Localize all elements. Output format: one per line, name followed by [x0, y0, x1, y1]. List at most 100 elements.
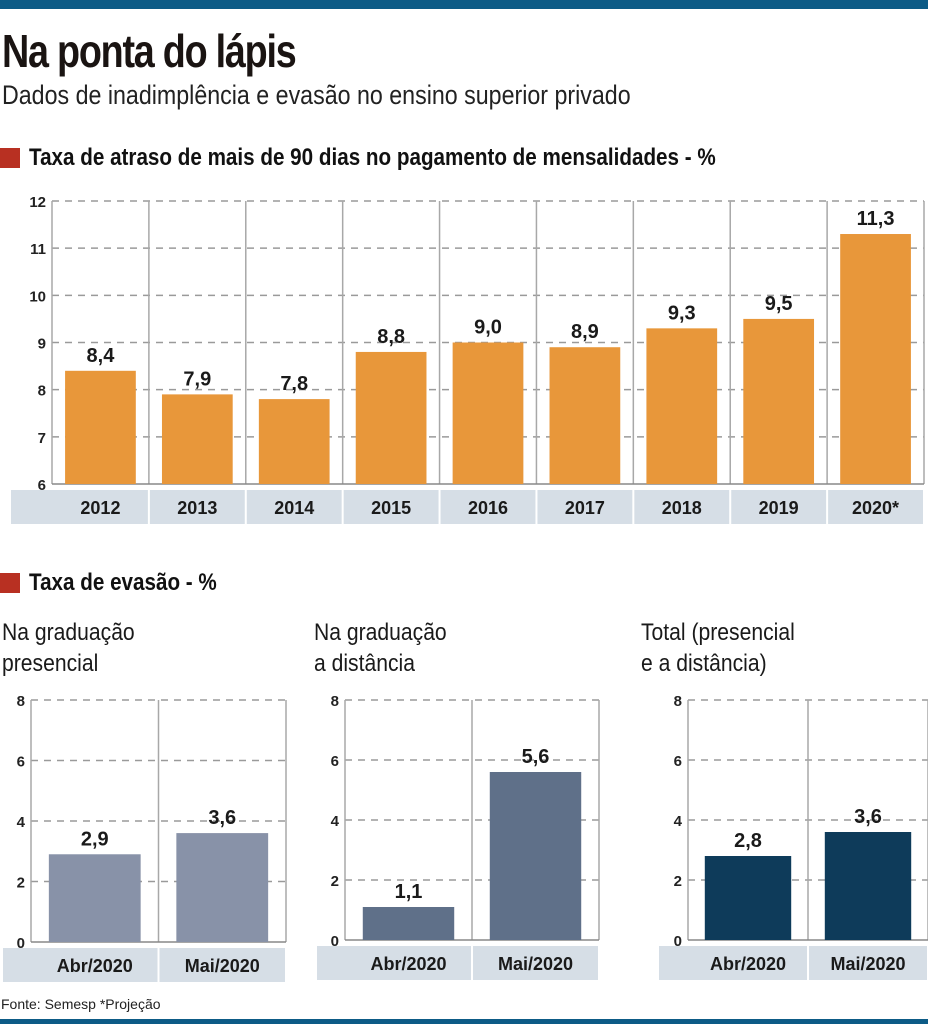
y-tick-label: 6	[674, 753, 682, 770]
y-tick-label: 0	[331, 933, 339, 950]
section-marker-icon	[0, 148, 20, 168]
y-tick-label: 7	[38, 430, 46, 447]
chart-total-title-line: e a distância)	[641, 650, 767, 677]
bar	[489, 772, 582, 940]
y-tick-label: 12	[29, 194, 46, 211]
x-tick-label: 2012	[80, 498, 120, 518]
chart-distancia-title-line: a distância	[314, 650, 415, 677]
x-tick-label: 2016	[468, 498, 508, 518]
x-tick-label: Mai/2020	[185, 956, 260, 976]
bar-value-label: 3,6	[854, 806, 882, 828]
bar	[743, 318, 815, 484]
section-heading-dropout-label: Taxa de evasão - %	[29, 569, 217, 596]
x-label-band	[159, 948, 285, 982]
y-tick-label: 10	[29, 288, 46, 305]
x-tick-label: 2015	[371, 498, 411, 518]
y-tick-label: 4	[331, 813, 340, 830]
y-tick-label: 6	[17, 754, 25, 771]
chart-total-title-line: Total (presencial	[641, 619, 795, 646]
x-label-band	[634, 490, 730, 524]
bar-value-label: 7,8	[280, 373, 308, 395]
bar-value-label: 8,9	[571, 321, 599, 343]
bar	[48, 854, 141, 942]
x-label-band	[3, 948, 158, 982]
dropout-distancia-chart: 0 2 4 6 8 Abr/2020 Mai/2020 1,1 5,6	[317, 693, 600, 980]
x-label-band	[246, 490, 342, 524]
x-tick-label: Mai/2020	[498, 954, 573, 974]
x-label-band	[11, 490, 148, 524]
y-tick-label: 6	[38, 477, 46, 494]
x-label-band	[317, 946, 471, 980]
y-tick-label: 2	[17, 875, 25, 892]
x-tick-label: 2018	[662, 498, 702, 518]
dropout-total-chart: 0 2 4 6 8 Abr/2020 Mai/2020 2,8 3,6	[659, 693, 928, 980]
x-tick-label: 2020*	[852, 498, 899, 518]
x-tick-label: 2017	[565, 498, 605, 518]
x-label-band	[473, 946, 598, 980]
x-label-band	[149, 490, 245, 524]
bottom-brand-bar	[0, 1019, 928, 1024]
bar-value-label: 7,9	[183, 368, 211, 390]
bar	[549, 347, 621, 484]
bar-value-label: 5,6	[522, 746, 550, 768]
bar-value-label: 8,4	[87, 345, 116, 367]
bar	[161, 394, 233, 484]
section-heading-dropout: Taxa de evasão - %	[0, 569, 247, 597]
y-tick-label: 0	[17, 935, 25, 952]
bar	[258, 399, 330, 484]
x-tick-label: 2013	[177, 498, 217, 518]
bar	[824, 832, 912, 940]
bar-value-label: 9,3	[668, 302, 696, 324]
chart-presencial-title-line: presencial	[2, 650, 99, 677]
dropout-presencial-chart: 0 2 4 6 8 Abr/2020 Mai/2020 2,9 3,6	[3, 693, 287, 982]
section-marker-icon	[0, 573, 20, 593]
x-label-band	[659, 946, 807, 980]
x-label-band	[537, 490, 633, 524]
bar	[65, 370, 136, 484]
y-tick-label: 0	[674, 933, 682, 950]
source-note: Fonte: Semesp *Projeção	[1, 996, 161, 1012]
chart-presencial-title: Na graduação presencial	[2, 617, 135, 679]
section-heading-overdue: Taxa de atraso de mais de 90 dias no pag…	[0, 144, 828, 172]
y-tick-label: 8	[17, 693, 25, 710]
top-brand-bar	[0, 0, 928, 9]
x-tick-label: Abr/2020	[370, 954, 446, 974]
bar	[646, 328, 718, 484]
x-label-band	[731, 490, 827, 524]
x-label-band	[809, 946, 927, 980]
chart-distancia-title-line: Na graduação	[314, 619, 447, 646]
chart-distancia-title: Na graduação a distância	[314, 617, 447, 679]
section-heading-overdue-label: Taxa de atraso de mais de 90 dias no pag…	[29, 144, 716, 171]
bar	[176, 833, 269, 942]
bar-value-label: 3,6	[208, 807, 236, 829]
bar-value-label: 9,0	[474, 317, 502, 339]
x-label-band	[440, 490, 536, 524]
bar-value-label: 9,5	[765, 293, 793, 315]
y-tick-label: 4	[674, 813, 683, 830]
y-tick-label: 8	[674, 693, 682, 710]
y-tick-label: 6	[331, 753, 339, 770]
x-tick-label: Abr/2020	[710, 954, 786, 974]
bar-value-label: 2,9	[81, 828, 109, 850]
x-tick-label: Mai/2020	[830, 954, 905, 974]
y-tick-label: 8	[331, 693, 339, 710]
bar	[452, 342, 524, 484]
x-tick-label: 2014	[274, 498, 314, 518]
bar-value-label: 8,8	[377, 326, 405, 348]
x-label-band	[343, 490, 439, 524]
y-tick-label: 9	[38, 336, 46, 353]
y-tick-label: 2	[674, 873, 682, 890]
chart-total-title: Total (presencial e a distância)	[641, 617, 795, 679]
y-tick-label: 11	[30, 241, 46, 258]
x-tick-label: 2019	[759, 498, 799, 518]
y-tick-label: 8	[38, 383, 46, 400]
bar-value-label: 1,1	[395, 881, 423, 903]
bar	[362, 907, 455, 940]
page-subtitle: Dados de inadimplência e evasão no ensin…	[2, 80, 631, 110]
bar	[840, 234, 911, 484]
y-tick-label: 2	[331, 873, 339, 890]
bar	[704, 856, 792, 940]
page-title: Na ponta do lápis	[2, 25, 297, 77]
bar-value-label: 2,8	[734, 830, 762, 852]
bar-value-label: 11,3	[857, 208, 895, 230]
